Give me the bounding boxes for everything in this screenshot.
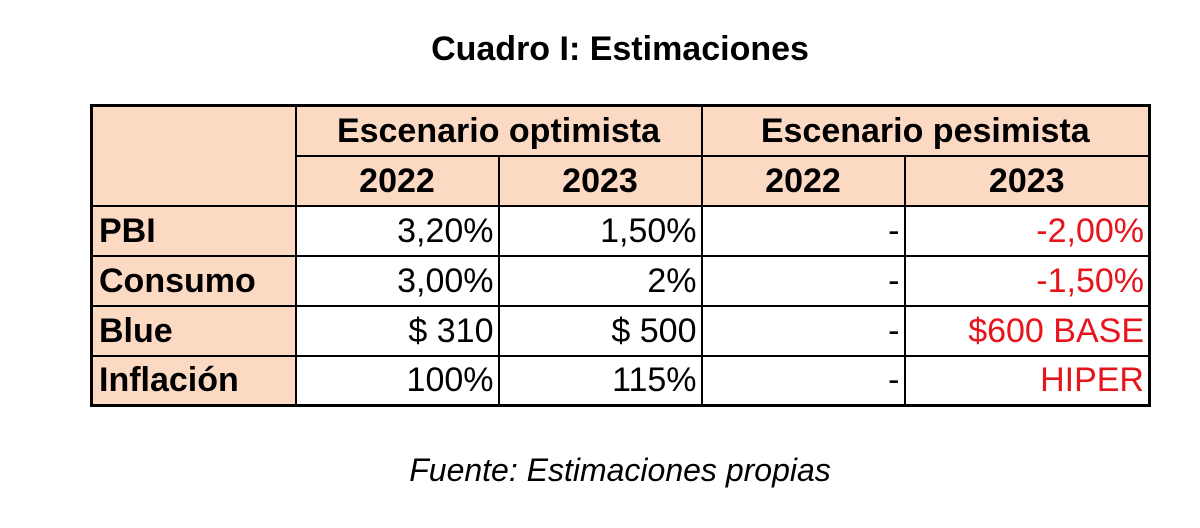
row-label-inflacion: Inflación xyxy=(90,354,297,407)
table-cell: - xyxy=(700,254,906,307)
year-header: 2022 xyxy=(700,154,906,207)
table-cell: - xyxy=(700,304,906,357)
table-cell-highlight: HIPER xyxy=(903,354,1151,407)
scenario-header-pesimista: Escenario pesimista xyxy=(700,104,1151,157)
row-label-consumo: Consumo xyxy=(90,254,297,307)
table-row: Inflación 100% 115% - HIPER xyxy=(90,354,1151,407)
table-cell: - xyxy=(700,354,906,407)
row-label-blue: Blue xyxy=(90,304,297,357)
scenario-header-optimista: Escenario optimista xyxy=(294,104,703,157)
table-row: Consumo 3,00% 2% - -1,50% xyxy=(90,254,1151,307)
year-header: 2022 xyxy=(294,154,500,207)
corner-cell xyxy=(90,104,297,207)
table-title: Cuadro I: Estimaciones xyxy=(431,30,809,68)
table-cell: 2% xyxy=(497,254,703,307)
row-label-pbi: PBI xyxy=(90,204,297,257)
table-cell: 3,00% xyxy=(294,254,500,307)
year-header: 2023 xyxy=(497,154,703,207)
year-header: 2023 xyxy=(903,154,1151,207)
source-note: Fuente: Estimaciones propias xyxy=(409,452,831,488)
table-cell: 1,50% xyxy=(497,204,703,257)
table-cell: - xyxy=(700,204,906,257)
table-cell: $ 500 xyxy=(497,304,703,357)
scenario-header-row: Escenario optimista Escenario pesimista xyxy=(90,104,1151,207)
table-cell: 100% xyxy=(294,354,500,407)
table-cell-highlight: $600 BASE xyxy=(903,304,1151,357)
table-row: Blue $ 310 $ 500 - $600 BASE xyxy=(90,304,1151,357)
table-cell: $ 310 xyxy=(294,304,500,357)
year-header-row: 2022 2023 2022 2023 xyxy=(92,154,1151,207)
table-cell-highlight: -1,50% xyxy=(903,254,1151,307)
table-cell: 115% xyxy=(497,354,703,407)
estimates-table: Escenario optimista Escenario pesimista … xyxy=(90,104,1151,407)
table-row: PBI 3,20% 1,50% - -2,00% xyxy=(90,204,1151,257)
table-cell-highlight: -2,00% xyxy=(903,204,1151,257)
table-cell: 3,20% xyxy=(294,204,500,257)
